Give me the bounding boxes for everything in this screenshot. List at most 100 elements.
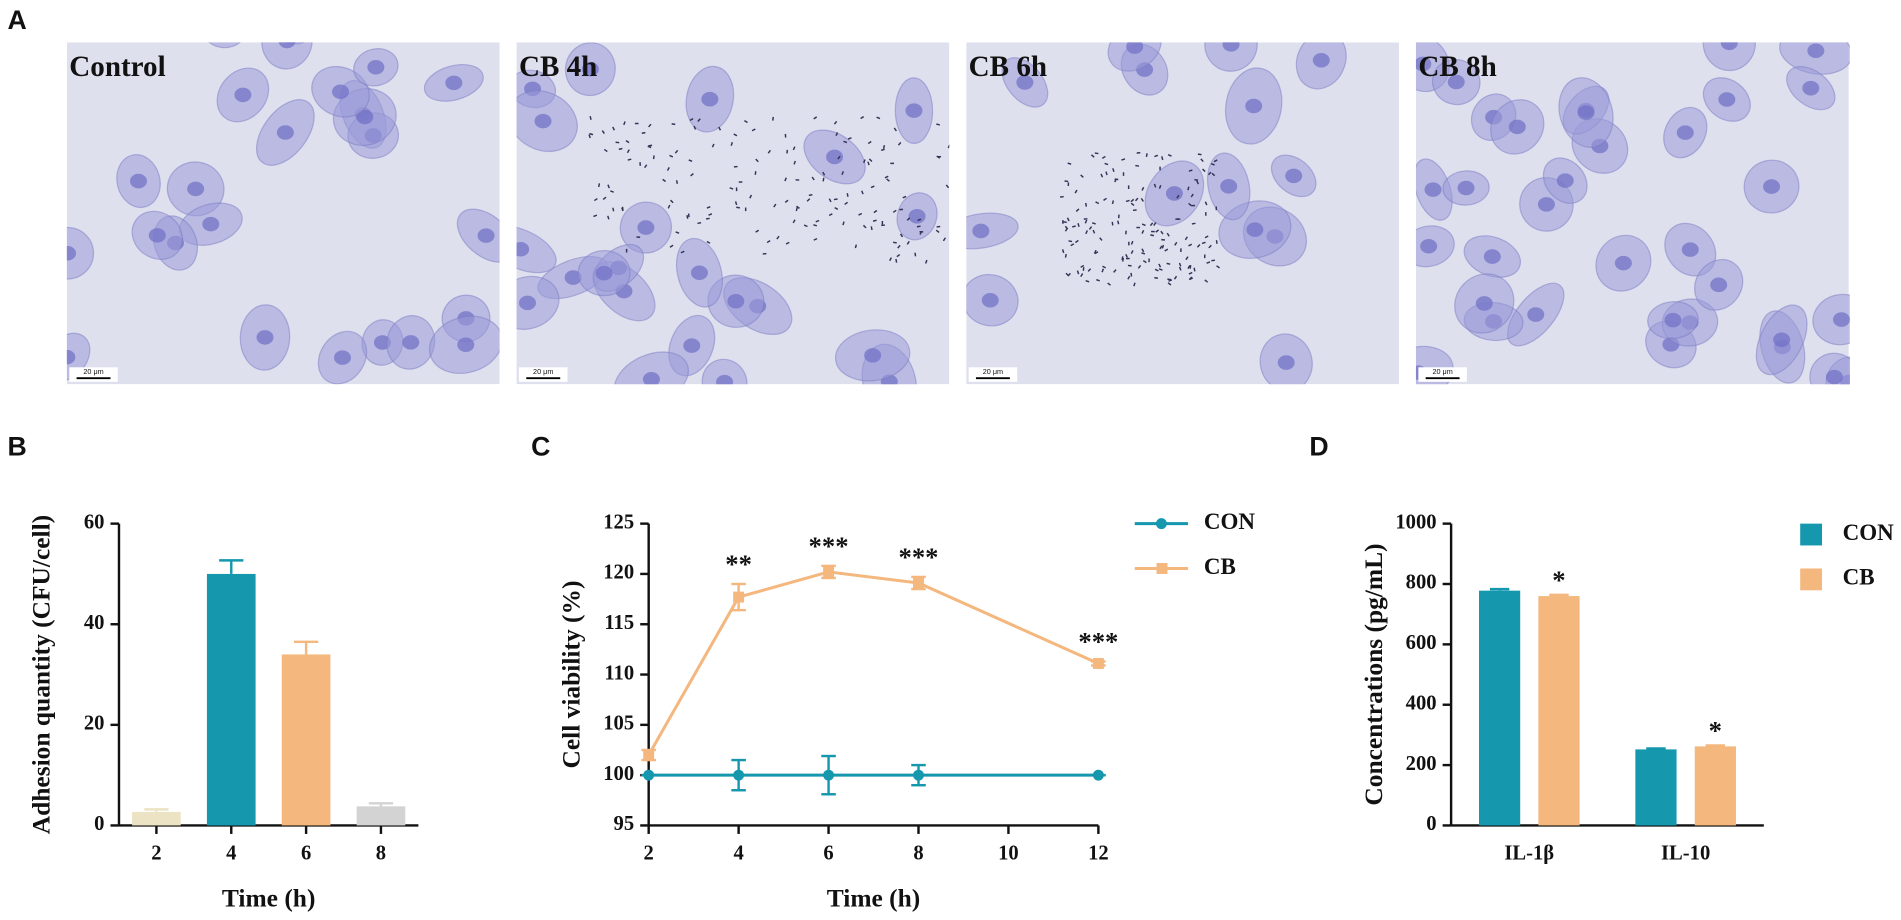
nucleus xyxy=(595,265,613,281)
nucleus xyxy=(581,61,599,77)
x-tick-label: IL-1β xyxy=(1504,842,1554,864)
bacterium xyxy=(755,229,760,233)
bacterium xyxy=(751,128,756,132)
scale-bar-label: 20 μm xyxy=(83,367,103,376)
panel-letter: B xyxy=(8,432,27,462)
bacterium xyxy=(1153,222,1157,226)
bacterium xyxy=(906,240,910,245)
bacterium xyxy=(1161,156,1164,161)
bacterium xyxy=(1141,223,1146,227)
bacterium xyxy=(1154,276,1159,279)
bar xyxy=(132,811,181,826)
bacterium xyxy=(636,236,641,238)
bacterium xyxy=(607,184,610,189)
y-tick-label: 200 xyxy=(1406,753,1437,775)
bacterium xyxy=(1187,265,1191,269)
bacterium xyxy=(886,178,890,182)
bacterium xyxy=(1066,217,1070,222)
bacterium xyxy=(1151,230,1155,233)
y-axis-label: Concentrations (pg/mL) xyxy=(1359,543,1388,805)
bacterium xyxy=(690,173,694,177)
nucleus xyxy=(1825,369,1843,385)
bacterium xyxy=(906,217,911,221)
bacterium xyxy=(662,178,667,183)
bacterium xyxy=(1099,237,1103,241)
bacterium xyxy=(1067,272,1071,277)
scale-bar-label: 20 μm xyxy=(1432,367,1452,376)
nucleus xyxy=(1676,125,1694,140)
bacterium xyxy=(795,207,798,212)
bacterium xyxy=(667,204,671,209)
bacterium xyxy=(618,147,623,151)
bacterium xyxy=(666,167,670,171)
bacterium xyxy=(792,219,796,224)
bacterium xyxy=(1130,240,1134,245)
nucleus xyxy=(1556,173,1574,188)
y-tick-label: 600 xyxy=(1406,632,1437,654)
bacterium xyxy=(1135,197,1139,202)
bar xyxy=(1694,746,1736,826)
y-tick-label: 105 xyxy=(603,713,634,735)
bacterium xyxy=(1063,221,1067,224)
bacterium xyxy=(870,185,875,189)
bacterium xyxy=(872,219,877,222)
bacterium xyxy=(843,140,848,144)
bacterium xyxy=(1191,204,1196,207)
bacterium xyxy=(1154,154,1159,158)
bacterium xyxy=(1174,241,1178,246)
bar xyxy=(1478,590,1521,826)
panel-letter: C xyxy=(531,432,550,462)
bacterium xyxy=(1207,171,1212,176)
bar xyxy=(356,806,406,826)
bacterium xyxy=(1210,163,1215,166)
bacterium xyxy=(767,149,771,154)
bacterium xyxy=(860,115,865,120)
bacterium xyxy=(762,252,767,255)
bacterium xyxy=(708,213,713,216)
bacterium xyxy=(945,184,950,189)
nucleus xyxy=(683,338,701,353)
bacterium xyxy=(675,231,680,234)
bar xyxy=(1635,749,1677,826)
nucleus xyxy=(256,330,274,345)
bacterium xyxy=(625,140,630,144)
bacterium xyxy=(1121,158,1126,161)
bacterium xyxy=(1140,197,1144,202)
bacterium xyxy=(813,116,818,120)
bacterium xyxy=(693,125,697,130)
y-axis-label: Adhesion quantity (CFU/cell) xyxy=(27,515,56,834)
nucleus xyxy=(1577,105,1595,120)
bacterium xyxy=(641,131,646,134)
bacterium xyxy=(1062,220,1064,224)
y-tick-label: 115 xyxy=(604,612,634,634)
nucleus xyxy=(1277,355,1295,370)
bacterium xyxy=(1059,195,1064,198)
bacterium xyxy=(916,225,921,228)
nucleus xyxy=(1527,307,1545,322)
bacterium xyxy=(1070,243,1075,247)
bacterium xyxy=(588,134,591,139)
bacterium xyxy=(1117,214,1120,219)
bacterium xyxy=(1161,244,1165,249)
bacterium xyxy=(892,209,897,213)
bacterium xyxy=(784,177,787,182)
nucleus xyxy=(1508,119,1526,135)
bacterium xyxy=(917,218,922,222)
nucleus xyxy=(202,216,220,232)
bacterium xyxy=(639,162,641,166)
y-tick-label: 1000 xyxy=(1395,511,1436,533)
bacterium xyxy=(899,208,904,211)
micrograph xyxy=(516,42,950,385)
bacterium xyxy=(733,165,738,168)
bacterium xyxy=(870,226,873,231)
bacterium xyxy=(867,140,872,145)
y-tick-label: 100 xyxy=(603,763,634,785)
bacterium xyxy=(766,239,771,244)
point xyxy=(643,749,655,761)
nucleus xyxy=(234,87,252,103)
bacterium xyxy=(1125,199,1130,203)
bacterium xyxy=(897,244,901,249)
bacterium xyxy=(671,123,676,126)
bacterium xyxy=(863,159,866,164)
nucleus xyxy=(1415,56,1432,72)
